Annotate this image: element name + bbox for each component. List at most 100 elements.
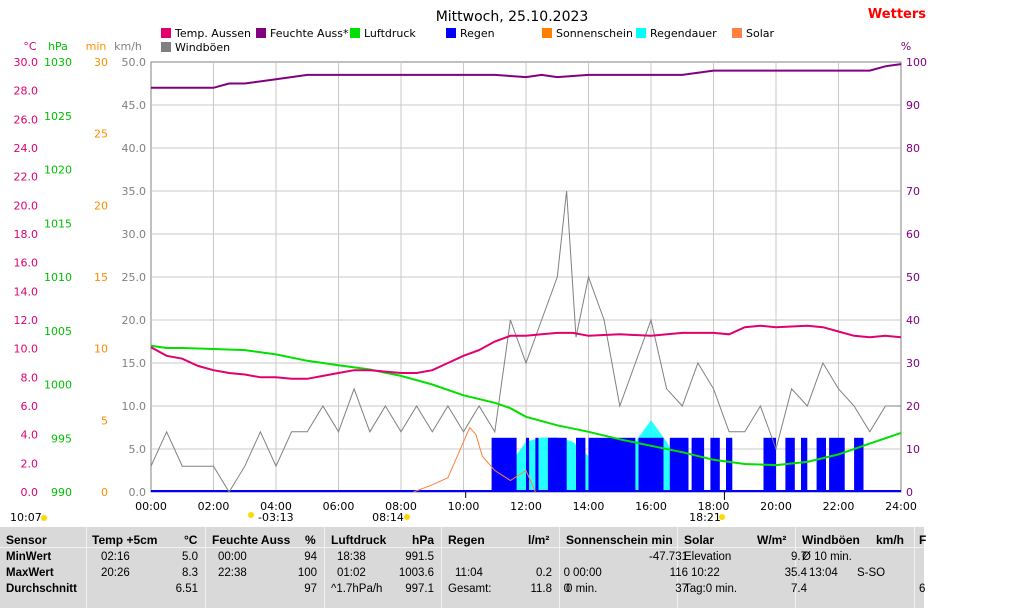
tick-label-temp: 22.0 xyxy=(14,171,39,184)
wind-avg: 7.4 xyxy=(791,583,807,595)
rain-max: 0.2 xyxy=(536,567,552,579)
tick-label-minutes: 0 xyxy=(101,486,108,499)
tick-label-humidity: 0 xyxy=(906,486,913,499)
tick-label-wind: 25.0 xyxy=(122,271,147,284)
temp-max: 8.3 xyxy=(182,567,198,579)
tick-label-pressure: 1005 xyxy=(44,325,72,338)
legend-swatch xyxy=(161,42,171,52)
solar-max-time: 10:22 xyxy=(691,567,720,579)
series-luftdruck xyxy=(150,344,902,467)
regen-bar xyxy=(535,437,539,492)
tick-label-temp: 26.0 xyxy=(14,113,39,126)
press-min-time: 18:38 xyxy=(337,551,366,563)
press-max-time: 01:02 xyxy=(337,567,366,579)
tick-label-temp: 24.0 xyxy=(14,142,39,155)
tick-label-pressure: 1020 xyxy=(44,164,72,177)
marker-icon-sunset xyxy=(719,514,725,520)
header-rain-unit: l/m² xyxy=(528,533,550,547)
marker-icon-now xyxy=(41,515,47,521)
regen-bar xyxy=(576,437,586,492)
tick-label-humidity: 30 xyxy=(906,357,920,370)
tick-label-humidity: 100 xyxy=(906,56,927,69)
header-wind: Windböen xyxy=(802,533,860,547)
tick-label-time: 10:00 xyxy=(448,500,480,513)
regen-bar xyxy=(829,437,845,492)
sun-max-time: 00:00 xyxy=(573,567,602,579)
regen-bar xyxy=(491,437,517,492)
axis-unit-pressure: hPa xyxy=(48,40,68,53)
header-temp-unit: °C xyxy=(184,533,198,547)
hum-max: 100 xyxy=(297,567,317,579)
tick-label-humidity: 90 xyxy=(906,99,920,112)
hum-min: 94 xyxy=(304,551,317,563)
tick-label-temp: 16.0 xyxy=(14,257,39,270)
tick-label-time: 22:00 xyxy=(823,500,855,513)
tick-label-temp: 28.0 xyxy=(14,85,39,98)
tick-label-temp: 0.0 xyxy=(21,486,39,499)
solar-day-label: Tag:0 min. xyxy=(684,583,738,595)
legend-label: Sonnenschein xyxy=(556,27,633,40)
legend-label: Regendauer xyxy=(650,27,717,40)
tick-label-time: 12:00 xyxy=(510,500,542,513)
tick-label-time: 16:00 xyxy=(635,500,667,513)
tick-label-pressure: 1030 xyxy=(44,56,72,69)
hum-max-time: 22:38 xyxy=(218,567,247,579)
series-solar xyxy=(413,426,536,493)
tick-label-minutes: 20 xyxy=(94,199,108,212)
hum-min-time: 00:00 xyxy=(218,551,247,563)
regen-bar xyxy=(547,437,567,492)
wind-avg10: 9.7 xyxy=(791,551,807,563)
legend-swatch xyxy=(256,28,266,38)
legend-swatch xyxy=(732,28,742,38)
tick-label-wind: 50.0 xyxy=(122,56,147,69)
regen-bar xyxy=(801,437,808,492)
regen-bar xyxy=(526,437,530,492)
sun-max: 0 xyxy=(563,567,570,579)
legend-swatch xyxy=(542,28,552,38)
tick-label-humidity: 20 xyxy=(906,400,920,413)
tick-label-wind: 40.0 xyxy=(122,142,147,155)
tick-label-temp: 2.0 xyxy=(21,457,39,470)
marker-label: 08:14 xyxy=(372,511,404,524)
header-extra: F xyxy=(919,533,927,547)
temp-min-time: 02:16 xyxy=(101,551,130,563)
tick-label-wind: 35.0 xyxy=(122,185,147,198)
rain-max-time: 11:04 xyxy=(455,567,483,579)
legend-swatch xyxy=(350,28,360,38)
wind-max: 35.4 xyxy=(784,567,807,579)
marker-label: -03:13 xyxy=(258,511,294,524)
weather-chart: Mittwoch, 25.10.2023 Wetters Temp. Aussen F… xyxy=(10,7,927,524)
axis-unit-temp: °C xyxy=(23,40,37,53)
tick-label-wind: 5.0 xyxy=(129,443,147,456)
axis-unit-minutes: min xyxy=(86,40,107,53)
header-humidity: Feuchte Auss xyxy=(212,533,291,547)
legend-swatch xyxy=(446,28,456,38)
tick-label-temp: 6.0 xyxy=(21,400,39,413)
legend-label: Windböen xyxy=(175,41,230,54)
regen-bar xyxy=(669,437,689,492)
regen-bar xyxy=(785,437,795,492)
row-label-avg: Durchschnitt xyxy=(6,583,77,595)
legend-label: Regen xyxy=(460,27,495,40)
tick-label-pressure: 1010 xyxy=(44,271,72,284)
temp-min: 5.0 xyxy=(182,551,198,563)
header-sunshine: Sonnenschein min xyxy=(566,533,673,547)
header-solar: Solar xyxy=(684,533,715,547)
tick-label-wind: 0.0 xyxy=(129,486,147,499)
tick-label-minutes: 30 xyxy=(94,56,108,69)
wind-avg10-label: Ø 10 min. xyxy=(802,551,852,563)
stats-table: Sensor MinWert MaxWert Durchschnitt Temp… xyxy=(0,527,927,608)
header-solar-unit: W/m² xyxy=(757,533,787,547)
press-min: 991.5 xyxy=(405,551,434,563)
tick-label-temp: 20.0 xyxy=(14,199,39,212)
tick-label-time: 04:00 xyxy=(260,500,292,513)
marker-label: 10:07 xyxy=(10,511,42,524)
brand-name: Wetters xyxy=(868,7,926,22)
solar-elevation: -47.731 xyxy=(648,551,688,563)
tick-label-minutes: 25 xyxy=(94,128,108,141)
press-avg: 997.1 xyxy=(405,583,434,595)
tick-label-humidity: 10 xyxy=(906,443,920,456)
header-divider xyxy=(0,547,924,548)
tick-label-wind: 30.0 xyxy=(122,228,147,241)
tick-label-wind: 15.0 xyxy=(122,357,147,370)
